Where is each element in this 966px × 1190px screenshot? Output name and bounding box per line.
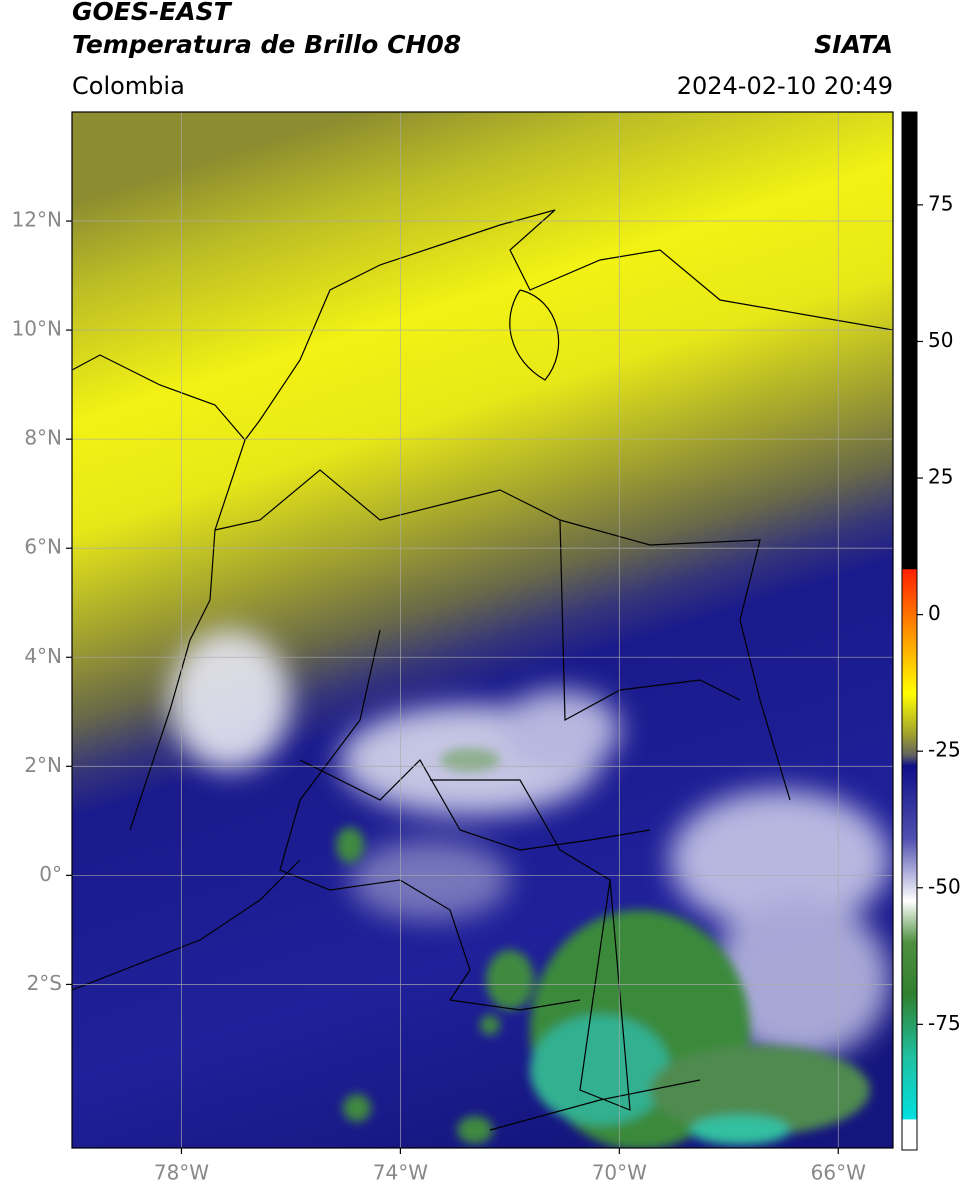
colorbar-tick-label: -75 bbox=[928, 1011, 961, 1035]
colorbar-tick-label: 50 bbox=[928, 328, 953, 352]
colorbar-tick-label: 75 bbox=[928, 191, 953, 215]
y-tick-label: 8°N bbox=[24, 426, 62, 450]
datetime: 2024-02-10 20:49 bbox=[677, 72, 893, 100]
colorbar-tick-label: 25 bbox=[928, 465, 953, 489]
region: Colombia bbox=[72, 72, 185, 100]
y-tick-label: 2°N bbox=[24, 753, 62, 777]
colorbar-tick-label: -25 bbox=[928, 738, 961, 762]
x-tick-label: 78°W bbox=[154, 1161, 209, 1185]
title: GOES-EAST bbox=[72, 0, 233, 26]
subtitle: Temperatura de Brillo CH08 bbox=[72, 30, 461, 59]
y-tick-label: 10°N bbox=[12, 317, 62, 341]
satellite-image bbox=[72, 112, 893, 1148]
gridlines bbox=[72, 112, 893, 1148]
map-frame bbox=[71, 111, 894, 1149]
colorbar-tick-label: -50 bbox=[928, 874, 961, 898]
x-tick-label: 74°W bbox=[373, 1161, 428, 1185]
source: SIATA bbox=[814, 30, 893, 59]
y-tick-label: 4°N bbox=[24, 644, 62, 668]
colorbar bbox=[901, 111, 918, 1151]
y-tick-label: 6°N bbox=[24, 535, 62, 559]
y-tick-label: 2°S bbox=[27, 971, 62, 995]
colorbar-tick-label: 0 bbox=[928, 601, 941, 625]
y-tick-label: 12°N bbox=[12, 208, 62, 232]
y-tick-label: 0° bbox=[39, 862, 62, 886]
x-tick-label: 70°W bbox=[592, 1161, 647, 1185]
x-tick-label: 66°W bbox=[811, 1161, 866, 1185]
